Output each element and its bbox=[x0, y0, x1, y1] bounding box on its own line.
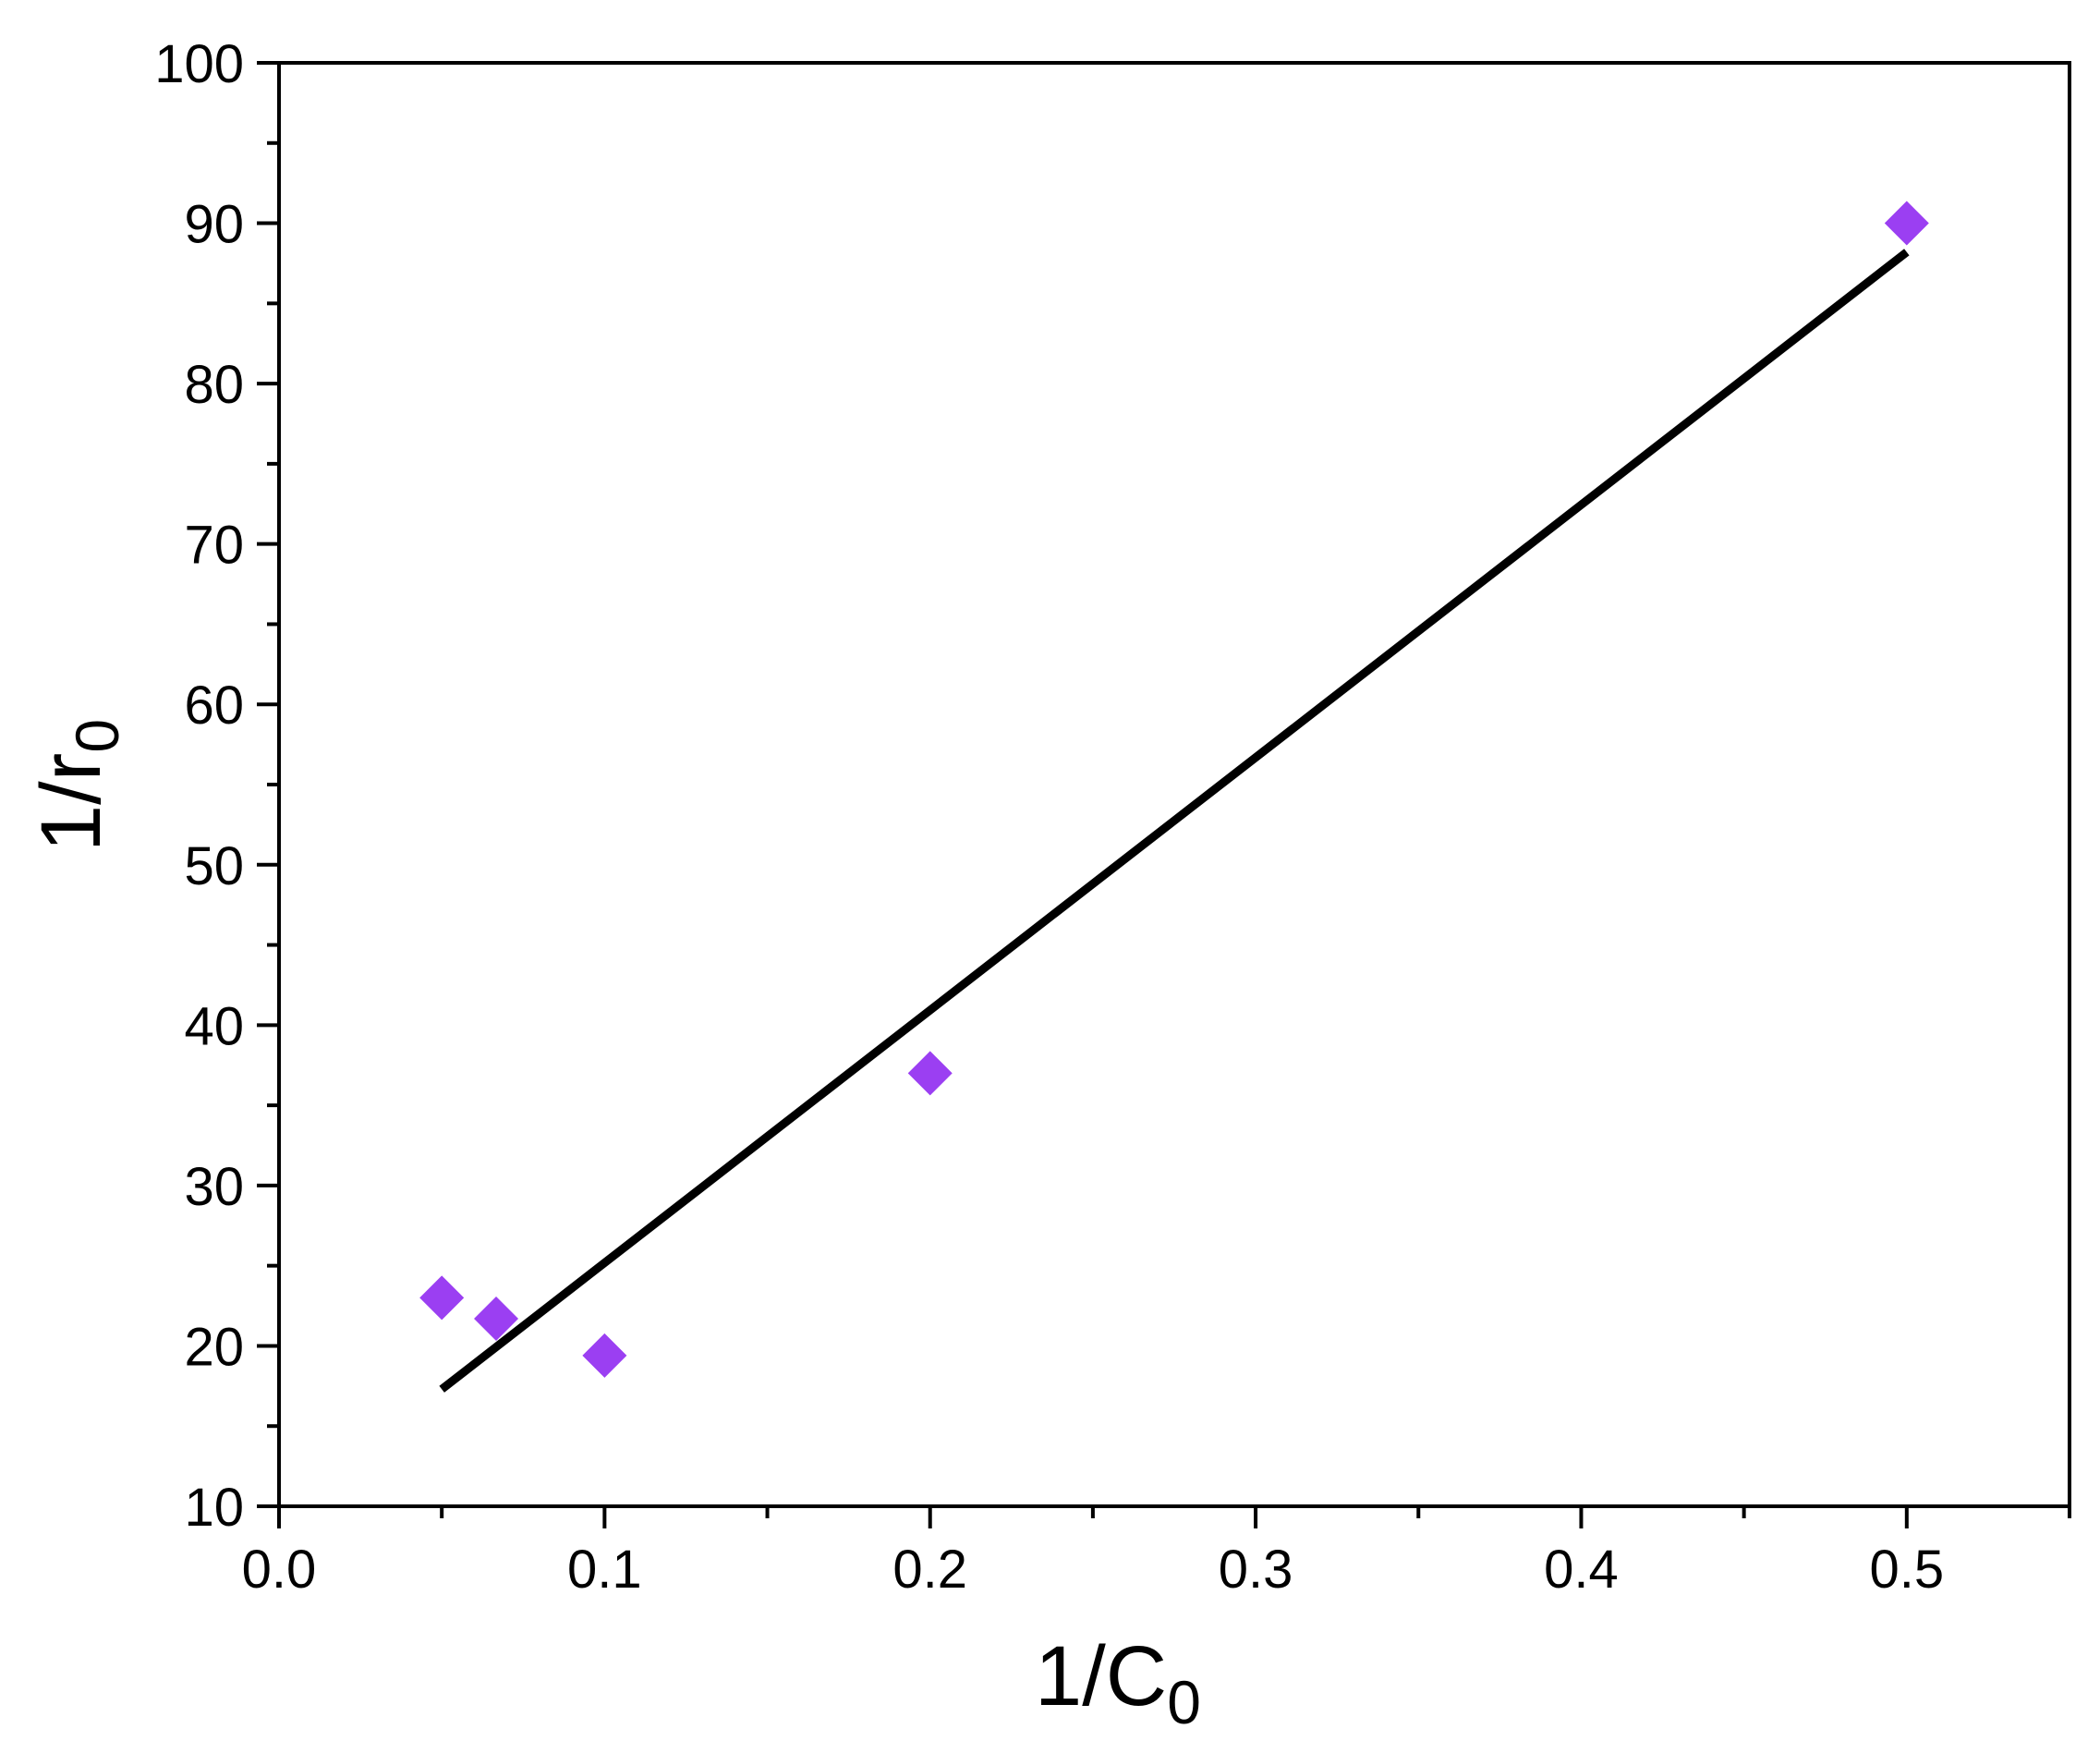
y-tick-label-8: 90 bbox=[184, 195, 244, 255]
plot-frame bbox=[277, 61, 2071, 1508]
x-axis-label-main: 1/C bbox=[1035, 1629, 1167, 1723]
y-tick-label-0: 10 bbox=[184, 1478, 244, 1538]
x-axis-ticks: 0.0 0.1 0.2 0.3 0.4 0.5 bbox=[242, 1506, 2071, 1600]
x-tick-label-3: 0.3 bbox=[1219, 1540, 1293, 1600]
y-tick-label-2: 30 bbox=[184, 1157, 244, 1217]
data-point-3 bbox=[907, 1051, 953, 1096]
data-point-2 bbox=[582, 1333, 627, 1378]
x-tick-label-4: 0.4 bbox=[1544, 1540, 1619, 1600]
y-tick-label-5: 60 bbox=[184, 676, 244, 736]
y-tick-label-9: 100 bbox=[154, 34, 244, 94]
y-tick-label-3: 40 bbox=[184, 996, 244, 1056]
y-tick-label-7: 80 bbox=[184, 355, 244, 415]
data-point-1 bbox=[474, 1296, 519, 1341]
y-tick-label-1: 20 bbox=[184, 1317, 244, 1377]
y-tick-label-4: 50 bbox=[184, 836, 244, 896]
x-tick-label-5: 0.5 bbox=[1869, 1540, 1944, 1600]
y-axis-ticks: 10 20 30 40 50 60 70 80 90 100 bbox=[154, 34, 279, 1538]
y-axis-label: 1/r0 bbox=[24, 719, 131, 852]
y-tick-label-6: 70 bbox=[184, 516, 244, 576]
x-tick-label-1: 0.1 bbox=[567, 1540, 642, 1600]
data-point-4 bbox=[1884, 201, 1929, 246]
x-axis-label: 1/C0 bbox=[1035, 1629, 1201, 1736]
fit-line-layer bbox=[439, 249, 1910, 1393]
x-tick-label-2: 0.2 bbox=[892, 1540, 967, 1600]
data-point-0 bbox=[419, 1275, 465, 1321]
x-axis-label-sub: 0 bbox=[1167, 1668, 1201, 1736]
y-axis-label-sub: 0 bbox=[63, 719, 131, 753]
data-points bbox=[419, 201, 1929, 1378]
x-tick-label-0: 0.0 bbox=[242, 1540, 317, 1600]
y-axis-label-main: 1/r bbox=[24, 753, 118, 852]
fit-line bbox=[439, 249, 1910, 1393]
